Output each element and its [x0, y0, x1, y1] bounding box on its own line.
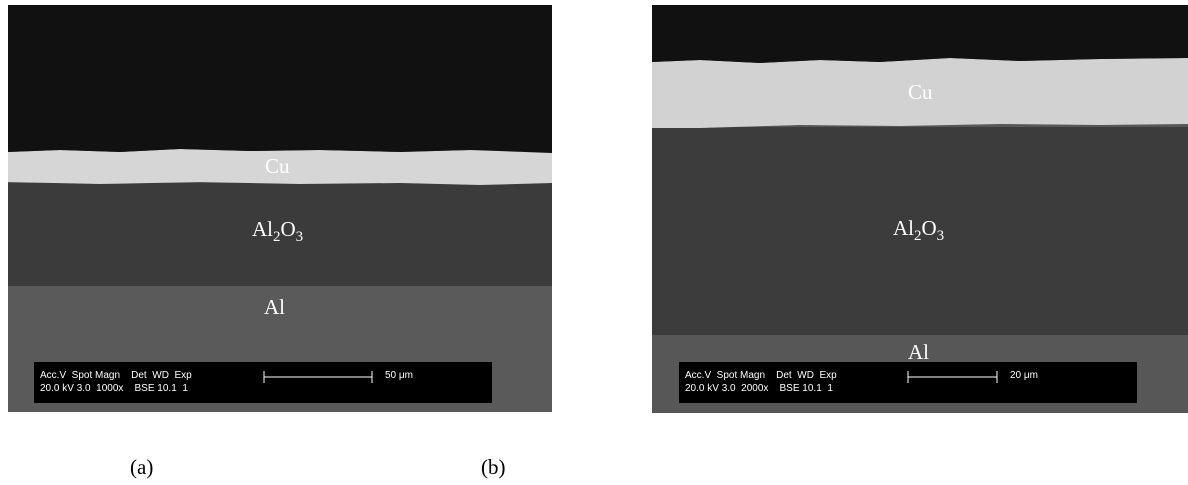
resin [8, 5, 552, 153]
cu-label: Cu [265, 154, 290, 178]
al-label: Al [908, 340, 929, 364]
cu-label: Cu [908, 80, 933, 104]
caption: (b) [481, 455, 506, 479]
scale-label: 50 μm [385, 370, 413, 381]
caption: (a) [130, 455, 153, 479]
subscript: 2 [273, 229, 281, 245]
sem-image-b: Cu Al2O3 Al Acc.V Spot Magn Det WD Exp 2… [652, 5, 1188, 413]
text: Al [252, 217, 273, 241]
info-header: Acc.V Spot Magn Det WD Exp [685, 370, 837, 381]
info-header: Acc.V Spot Magn Det WD Exp [40, 370, 192, 381]
sem-image-a: Cu Al2O3 Al Acc.V Spot Magn Det WD Exp 2… [8, 5, 552, 412]
scale-label: 20 μm [1010, 370, 1038, 381]
text: Al [893, 216, 914, 240]
subscript: 2 [914, 228, 922, 244]
al-label: Al [264, 295, 285, 319]
subscript: 3 [937, 228, 945, 244]
text: O [281, 217, 296, 241]
text: O [922, 216, 937, 240]
info-values: 20.0 kV 3.0 1000x BSE 10.1 1 [40, 383, 188, 394]
figure: Cu Al2O3 Al Acc.V Spot Magn Det WD Exp 2… [0, 0, 1188, 485]
resin [652, 5, 1188, 63]
subscript: 3 [296, 229, 304, 245]
info-values: 20.0 kV 3.0 2000x BSE 10.1 1 [685, 383, 833, 394]
